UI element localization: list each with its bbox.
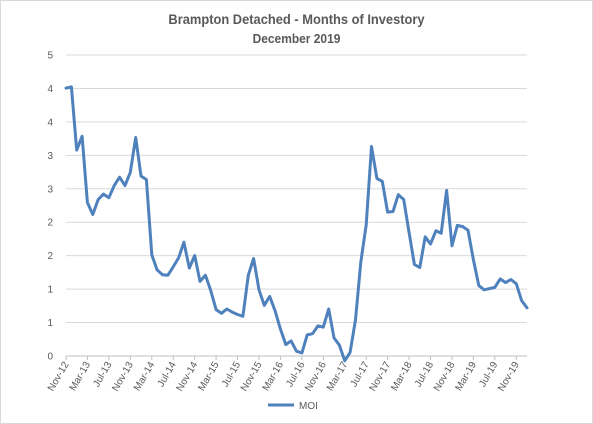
chart-subtitle: December 2019 [252,31,341,46]
y-tick-label: 3 [47,184,53,195]
x-tick-label: Mar-16 [261,360,287,393]
y-axis: 0 1 1 2 2 3 3 4 4 5 [47,51,527,363]
y-tick-label: 0 [47,352,53,363]
x-tick-label: Mar-15 [196,360,222,393]
legend: MOI [268,401,318,412]
series-line-moi [64,85,529,363]
y-tick-label: 1 [47,285,53,296]
x-tick-label: Mar-17 [325,360,351,393]
legend-label-moi: MOI [299,401,318,412]
y-tick-label: 2 [47,218,53,229]
y-tick-label: 1 [47,318,53,329]
y-tick-label: 4 [47,84,53,95]
series-layer [64,85,529,363]
x-tick-label: Mar-14 [132,360,158,393]
x-tick-label: Mar-13 [68,360,94,393]
x-tick-label: Nov-19 [496,360,522,394]
x-axis: Nov-12Mar-13Jul-13Nov-13Mar-14Jul-14Nov-… [46,356,522,393]
x-tick-label: Mar-19 [454,360,480,393]
chart-title: Brampton Detached - Months of Investory [168,11,425,27]
y-tick-label: 4 [47,117,53,128]
y-tick-label: 5 [47,51,53,62]
y-tick-label: 3 [47,151,53,162]
y-tick-label: 2 [47,251,53,262]
x-tick-label: Mar-18 [389,360,415,393]
